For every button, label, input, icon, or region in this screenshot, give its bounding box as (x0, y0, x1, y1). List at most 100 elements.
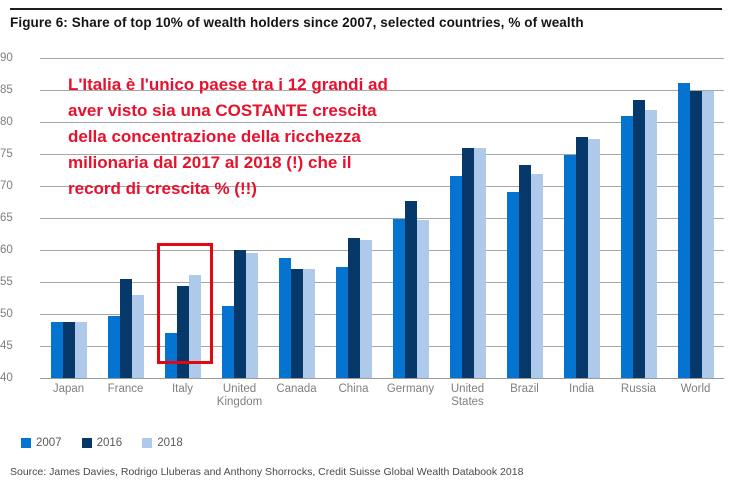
bar-2018-germany (416, 219, 429, 378)
wealth-share-bar-chart: 40 45 50 55 60 65 70 75 80 85 90 Japan France Italy U… (0, 52, 730, 430)
legend-label-2018: 2018 (157, 437, 183, 449)
y-tick-label-45: 45 (0, 340, 13, 352)
y-tick-label-65: 65 (0, 212, 13, 224)
gridline-45 (40, 346, 724, 347)
y-tick-label-85: 85 (0, 84, 13, 96)
bar-2016-france (119, 279, 132, 378)
bars (50, 58, 87, 378)
bar-2016-world (689, 91, 702, 378)
bar-groups: Japan France Italy United Kingdom Canada Chin… (40, 58, 724, 409)
x-label-canada: Canada (276, 383, 317, 395)
bar-2007-china (335, 267, 348, 378)
bar-2018-russia (644, 109, 657, 378)
bar-group-canada: Canada (268, 58, 325, 409)
bars (392, 58, 429, 378)
y-tick-label-70: 70 (0, 180, 13, 192)
gridline-65 (40, 218, 724, 219)
gridline-70 (40, 186, 724, 187)
gridline-60 (40, 250, 724, 251)
y-tick-label-55: 55 (0, 276, 13, 288)
bars (107, 58, 144, 378)
bar-group-germany: Germany (382, 58, 439, 409)
bar-2007-canada (278, 258, 291, 378)
bar-2018-japan (74, 322, 87, 378)
bar-2016-canada (290, 269, 303, 378)
bar-2007-united-kingdom (221, 306, 234, 378)
y-tick-label-60: 60 (0, 244, 13, 256)
x-axis-line (40, 378, 724, 379)
figure-title: Figure 6: Share of top 10% of wealth hol… (10, 15, 584, 30)
bar-group-united-kingdom: United Kingdom (211, 58, 268, 409)
bar-2007-united-states (449, 175, 462, 378)
bar-group-russia: Russia (610, 58, 667, 409)
x-label-china: China (338, 383, 369, 395)
y-tick-label-80: 80 (0, 116, 13, 128)
x-label-world: World (680, 383, 711, 395)
bar-2016-germany (404, 200, 417, 378)
bar-group-france: France (97, 58, 154, 409)
bar-2016-italy (176, 286, 189, 378)
bar-group-japan: Japan (40, 58, 97, 409)
legend-label-2007: 2007 (36, 437, 62, 449)
gridline-50 (40, 314, 724, 315)
bar-2018-world (701, 91, 714, 378)
legend-item-2007: 2007 (21, 437, 62, 449)
bar-2018-brazil (530, 174, 543, 378)
bar-2018-canada (302, 269, 315, 378)
bars (164, 58, 201, 378)
gridline-55 (40, 282, 724, 283)
x-label-india: India (569, 383, 594, 395)
bar-2007-russia (620, 116, 633, 378)
bar-2007-world (677, 82, 690, 378)
bars (335, 58, 372, 378)
gridline-90 (40, 58, 724, 59)
bar-2016-united-kingdom (233, 250, 246, 378)
y-tick-label-90: 90 (0, 52, 13, 64)
bar-2018-china (359, 239, 372, 378)
x-label-france: France (107, 383, 144, 395)
bar-2007-france (107, 315, 120, 378)
bar-2016-united-states (461, 147, 474, 378)
x-label-germany: Germany (386, 383, 435, 395)
legend-item-2018: 2018 (142, 437, 183, 449)
annotation-text: L'Italia è l'unico paese tra i 12 grandi… (68, 75, 388, 198)
y-tick-label-40: 40 (0, 372, 13, 384)
bars (506, 58, 543, 378)
bar-2018-united-states (473, 148, 486, 378)
bar-group-world: World (667, 58, 724, 409)
x-label-united-states: United States (450, 383, 485, 408)
y-tick-label-75: 75 (0, 148, 13, 160)
x-label-japan: Japan (52, 383, 85, 395)
bar-group-italy: Italy (154, 58, 211, 409)
source-note: Source: James Davies, Rodrigo Lluberas a… (10, 466, 524, 478)
bars (278, 58, 315, 378)
x-label-brazil: Brazil (510, 383, 539, 395)
bar-2007-india (563, 155, 576, 378)
bars (221, 58, 258, 378)
bar-2016-russia (632, 99, 645, 378)
bar-group-india: India (553, 58, 610, 409)
bar-group-brazil: Brazil (496, 58, 553, 409)
bar-2016-japan (62, 322, 75, 378)
top-rule (10, 8, 722, 10)
bar-2018-france (131, 294, 144, 378)
legend-swatch-2016 (81, 438, 92, 448)
bar-2018-italy (188, 274, 201, 378)
bars (449, 58, 486, 378)
legend-item-2016: 2016 (81, 437, 123, 449)
legend-label-2016: 2016 (96, 437, 123, 449)
y-tick-label-50: 50 (0, 308, 13, 320)
bar-2007-italy (164, 333, 177, 378)
bar-group-china: China (325, 58, 382, 409)
bar-2007-japan (50, 321, 63, 378)
bar-2018-united-kingdom (245, 253, 258, 378)
legend-swatch-2018 (142, 438, 153, 448)
x-label-russia: Russia (620, 383, 657, 395)
bar-2007-germany (392, 218, 405, 378)
bar-2007-brazil (506, 191, 519, 378)
bar-2016-brazil (518, 164, 531, 378)
x-label-united-kingdom: United Kingdom (216, 383, 263, 408)
bars (563, 58, 600, 378)
bars (620, 58, 657, 378)
